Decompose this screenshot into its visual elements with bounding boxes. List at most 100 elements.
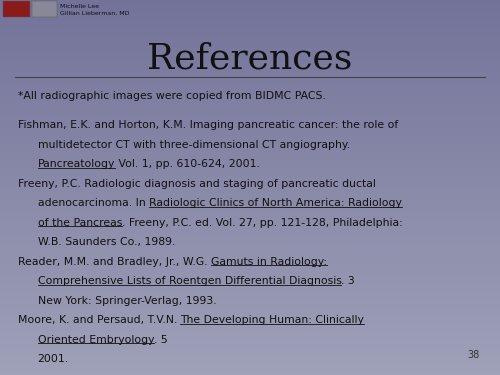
Bar: [0, 43, 500, 45]
Bar: [0, 46, 500, 49]
Bar: [0, 234, 500, 236]
Bar: [0, 75, 500, 77]
Text: Fishman, E.K. and Horton, K.M. Imaging pancreatic cancer: the role of: Fishman, E.K. and Horton, K.M. Imaging p…: [18, 120, 398, 130]
Bar: [0, 268, 500, 270]
Bar: [0, 125, 500, 128]
Bar: [0, 242, 500, 244]
Bar: [0, 165, 500, 167]
Bar: [0, 217, 500, 219]
Bar: [0, 39, 500, 41]
Bar: [0, 110, 500, 112]
Text: Gillian Lieberman, MD: Gillian Lieberman, MD: [60, 10, 130, 15]
Bar: [0, 371, 500, 373]
Bar: [0, 367, 500, 369]
Bar: [0, 283, 500, 285]
Bar: [0, 221, 500, 223]
Bar: [0, 339, 500, 341]
Bar: [0, 140, 500, 142]
Bar: [0, 247, 500, 249]
Bar: [0, 264, 500, 266]
Bar: [0, 155, 500, 158]
Bar: [0, 32, 500, 34]
Bar: [2, 1, 30, 17]
Bar: [0, 63, 500, 66]
Text: Gamuts in Radiology:: Gamuts in Radiology:: [210, 256, 326, 267]
Bar: [0, 67, 500, 69]
Text: multidetector CT with three-dimensional CT angiography.: multidetector CT with three-dimensional …: [38, 140, 350, 150]
Bar: [0, 365, 500, 368]
Bar: [0, 302, 500, 304]
Bar: [0, 343, 500, 345]
Bar: [0, 2, 500, 4]
Bar: [0, 253, 500, 255]
Bar: [0, 172, 500, 174]
Bar: [0, 101, 500, 103]
Bar: [0, 116, 500, 118]
Bar: [0, 20, 500, 22]
Bar: [0, 206, 500, 208]
Bar: [0, 362, 500, 364]
Text: adenocarcinoma. In: adenocarcinoma. In: [38, 198, 149, 208]
Bar: [0, 363, 500, 366]
Bar: [0, 131, 500, 133]
Bar: [0, 178, 500, 180]
Text: . Freeny, P.C. ed. Vol. 27, pp. 121-128, Philadelphia:: . Freeny, P.C. ed. Vol. 27, pp. 121-128,…: [122, 217, 402, 228]
Bar: [0, 80, 500, 82]
Bar: [0, 262, 500, 264]
Bar: [0, 354, 500, 356]
Bar: [0, 285, 500, 287]
Bar: [0, 356, 500, 358]
Bar: [0, 123, 500, 126]
Bar: [0, 324, 500, 326]
Bar: [0, 213, 500, 216]
Bar: [0, 58, 500, 60]
Bar: [0, 9, 500, 11]
Bar: [0, 251, 500, 253]
Bar: [0, 86, 500, 88]
Bar: [0, 311, 500, 313]
Bar: [0, 320, 500, 322]
Bar: [0, 120, 500, 122]
Text: . 5: . 5: [154, 334, 168, 345]
Bar: [0, 93, 500, 96]
Bar: [0, 161, 500, 163]
Text: Michelle Lee: Michelle Lee: [60, 4, 99, 9]
Bar: [0, 95, 500, 98]
Bar: [0, 256, 500, 259]
Bar: [0, 255, 500, 257]
Bar: [0, 243, 500, 246]
Bar: [0, 166, 500, 169]
Bar: [0, 238, 500, 240]
Bar: [0, 187, 500, 189]
Bar: [0, 185, 500, 188]
Bar: [0, 52, 500, 54]
Bar: [0, 92, 500, 94]
Bar: [0, 127, 500, 129]
Text: W.B. Saunders Co., 1989.: W.B. Saunders Co., 1989.: [38, 237, 175, 247]
Bar: [0, 228, 500, 231]
Text: Reader, M.M. and Bradley, Jr., W.G.: Reader, M.M. and Bradley, Jr., W.G.: [18, 256, 210, 267]
Bar: [0, 303, 500, 306]
Text: 38: 38: [468, 350, 480, 360]
Bar: [0, 373, 500, 375]
Bar: [0, 180, 500, 182]
Bar: [0, 15, 500, 17]
Bar: [0, 273, 500, 276]
Bar: [0, 60, 500, 62]
Bar: [0, 24, 500, 26]
Bar: [0, 318, 500, 321]
Bar: [0, 316, 500, 319]
Bar: [0, 296, 500, 298]
Bar: [0, 294, 500, 296]
Bar: [0, 330, 500, 332]
Bar: [0, 326, 500, 328]
Bar: [0, 226, 500, 229]
Bar: [0, 28, 500, 30]
Bar: [0, 163, 500, 165]
Bar: [0, 350, 500, 352]
Bar: [0, 71, 500, 73]
Bar: [0, 191, 500, 193]
Bar: [0, 348, 500, 351]
Bar: [0, 332, 500, 334]
Bar: [0, 337, 500, 339]
